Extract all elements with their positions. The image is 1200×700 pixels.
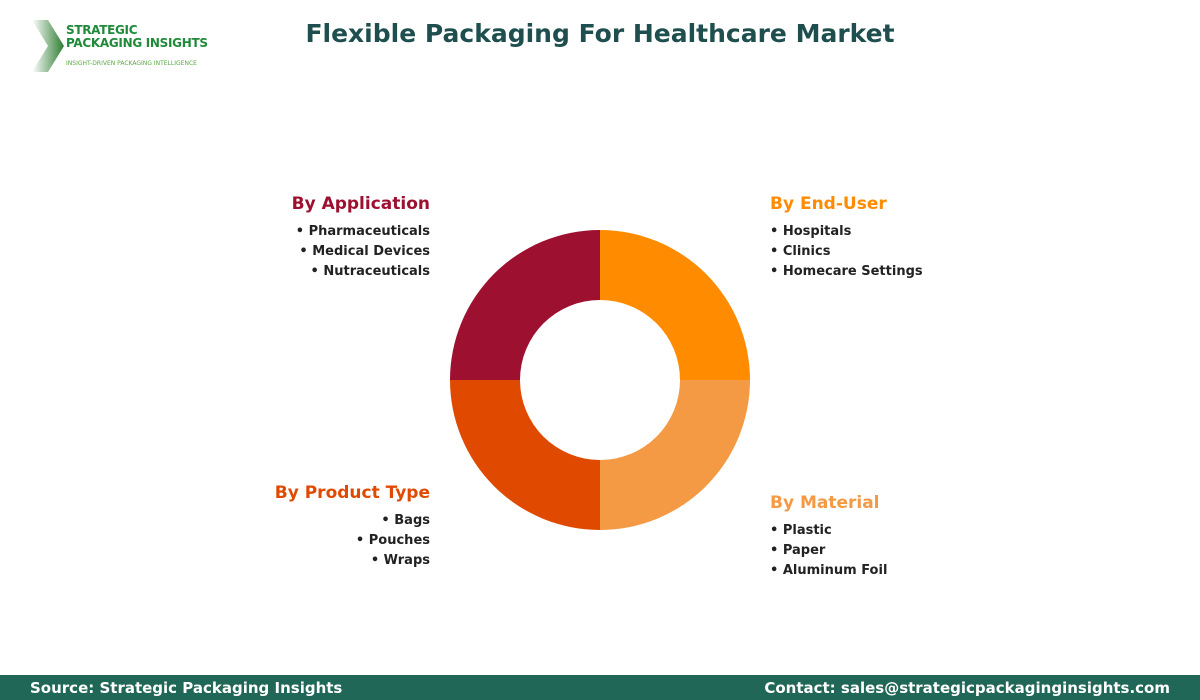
list-item: • Pouches [355, 533, 430, 548]
list-item: • Paper [770, 543, 826, 558]
segment-product-type: By Product Type • Bags • Pouches • Wraps [275, 483, 430, 571]
logo-tagline: INSIGHT-DRIVEN PACKAGING INTELLIGENCE [66, 60, 197, 67]
footer-contact[interactable]: Contact: sales@strategicpackaginginsight… [764, 679, 1170, 697]
list-item: • Wraps [370, 553, 430, 568]
list-item: • Aluminum Foil [770, 563, 888, 578]
list-item: • Homecare Settings [770, 264, 923, 279]
page-title: Flexible Packaging For Healthcare Market [305, 19, 895, 48]
footer-source: Source: Strategic Packaging Insights [30, 679, 343, 697]
logo-line1: STRATEGIC [66, 23, 138, 37]
list-item: • Nutraceuticals [310, 264, 431, 279]
list-item: • Clinics [770, 244, 831, 259]
segment-end-user: By End-User • Hospitals • Clinics • Home… [770, 194, 923, 282]
segment-title: By End-User [770, 194, 887, 214]
donut-segment [450, 380, 600, 530]
segment-application: By Application • Pharmaceuticals • Medic… [292, 194, 430, 282]
list-item: • Medical Devices [299, 244, 430, 259]
donut-segment [600, 230, 750, 380]
list-item: • Plastic [770, 523, 832, 538]
segment-material: By Material • Plastic • Paper • Aluminum… [770, 493, 887, 581]
segment-title: By Product Type [274, 483, 430, 503]
logo-line2: PACKAGING INSIGHTS [66, 36, 208, 50]
logo: STRATEGIC PACKAGING INSIGHTS INSIGHT-DRIV… [30, 18, 230, 73]
segment-title: By Application [291, 194, 430, 214]
list-item: • Hospitals [770, 224, 852, 239]
list-item: • Bags [381, 513, 430, 528]
footer: Source: Strategic Packaging Insights Con… [0, 675, 1200, 700]
segment-title: By Material [770, 493, 880, 513]
logo-chevron-icon [32, 20, 64, 72]
donut-segment [600, 380, 750, 530]
donut-segment [450, 230, 600, 380]
list-item: • Pharmaceuticals [295, 224, 430, 239]
